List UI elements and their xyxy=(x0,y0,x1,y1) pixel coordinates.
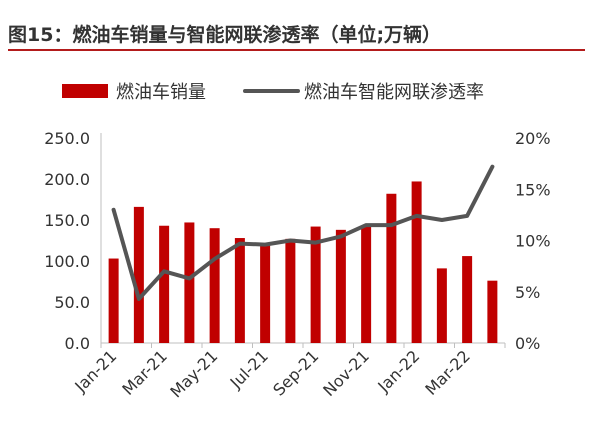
x-tick-label: Jan-21 xyxy=(70,346,120,396)
bar xyxy=(260,242,271,343)
bar xyxy=(159,225,170,343)
legend-line-label: 燃油车智能网联渗透率 xyxy=(304,82,484,103)
bar xyxy=(411,181,422,343)
bar-series xyxy=(108,181,498,343)
y2-tick-label: 20% xyxy=(515,129,551,148)
y2-tick-label: 5% xyxy=(515,283,540,302)
chart-title: 图15：燃油车销量与智能网联渗透率（单位;万辆） xyxy=(8,24,442,46)
bar xyxy=(234,238,245,343)
line-point xyxy=(466,215,468,217)
y-tick-label: 200.0 xyxy=(44,170,90,189)
bar xyxy=(184,222,195,343)
x-tick-label: Mar-22 xyxy=(421,346,474,399)
line-point xyxy=(365,224,367,226)
bar xyxy=(361,226,372,343)
x-tick-label: Jul-21 xyxy=(226,346,272,392)
bar xyxy=(285,238,296,343)
legend-bar-swatch xyxy=(62,84,108,98)
bar xyxy=(209,228,220,343)
line-point xyxy=(390,224,392,226)
bar xyxy=(335,229,346,343)
x-tick-label: Nov-21 xyxy=(319,346,373,400)
y2-tick-label: 0% xyxy=(515,334,540,353)
bar xyxy=(436,268,447,343)
line-point xyxy=(491,166,493,168)
line-point xyxy=(239,243,241,245)
line-point xyxy=(416,215,418,217)
line-point xyxy=(163,270,165,272)
title-underline xyxy=(8,49,585,51)
x-tick-label: Mar-21 xyxy=(118,346,171,399)
y-tick-label: 0.0 xyxy=(65,334,90,353)
line-point xyxy=(315,242,317,244)
line-point xyxy=(289,240,291,241)
line-point xyxy=(113,209,115,211)
line-point xyxy=(214,258,216,260)
y-tick-label: 50.0 xyxy=(54,293,90,312)
y2-tick-label: 15% xyxy=(515,180,551,199)
bar xyxy=(133,206,144,343)
bar xyxy=(108,258,119,343)
line-point xyxy=(441,219,443,221)
bar xyxy=(386,193,397,343)
y-tick-label: 100.0 xyxy=(44,252,90,271)
penetration-line xyxy=(111,164,495,301)
x-tick-label: Jan-22 xyxy=(373,346,423,396)
bar xyxy=(462,256,473,343)
legend: 燃油车销量 燃油车智能网联渗透率 xyxy=(62,82,484,103)
line-point xyxy=(188,277,190,279)
line-point xyxy=(340,235,342,237)
x-tick-label: May-21 xyxy=(166,346,221,401)
line-series xyxy=(111,164,495,301)
line-point xyxy=(138,298,140,300)
bar xyxy=(487,280,498,343)
x-tick-label: Sep-21 xyxy=(269,346,322,399)
y-tick-label: 150.0 xyxy=(44,211,90,230)
line-point xyxy=(264,244,266,246)
legend-bar-label: 燃油车销量 xyxy=(116,82,206,103)
y-tick-label: 250.0 xyxy=(44,129,90,148)
axes: 250.0 200.0 150.0 100.0 50.0 0.0 20% 15% 10% 5% 0%… xyxy=(44,129,550,402)
bar xyxy=(310,226,321,343)
y2-tick-label: 10% xyxy=(515,232,551,251)
